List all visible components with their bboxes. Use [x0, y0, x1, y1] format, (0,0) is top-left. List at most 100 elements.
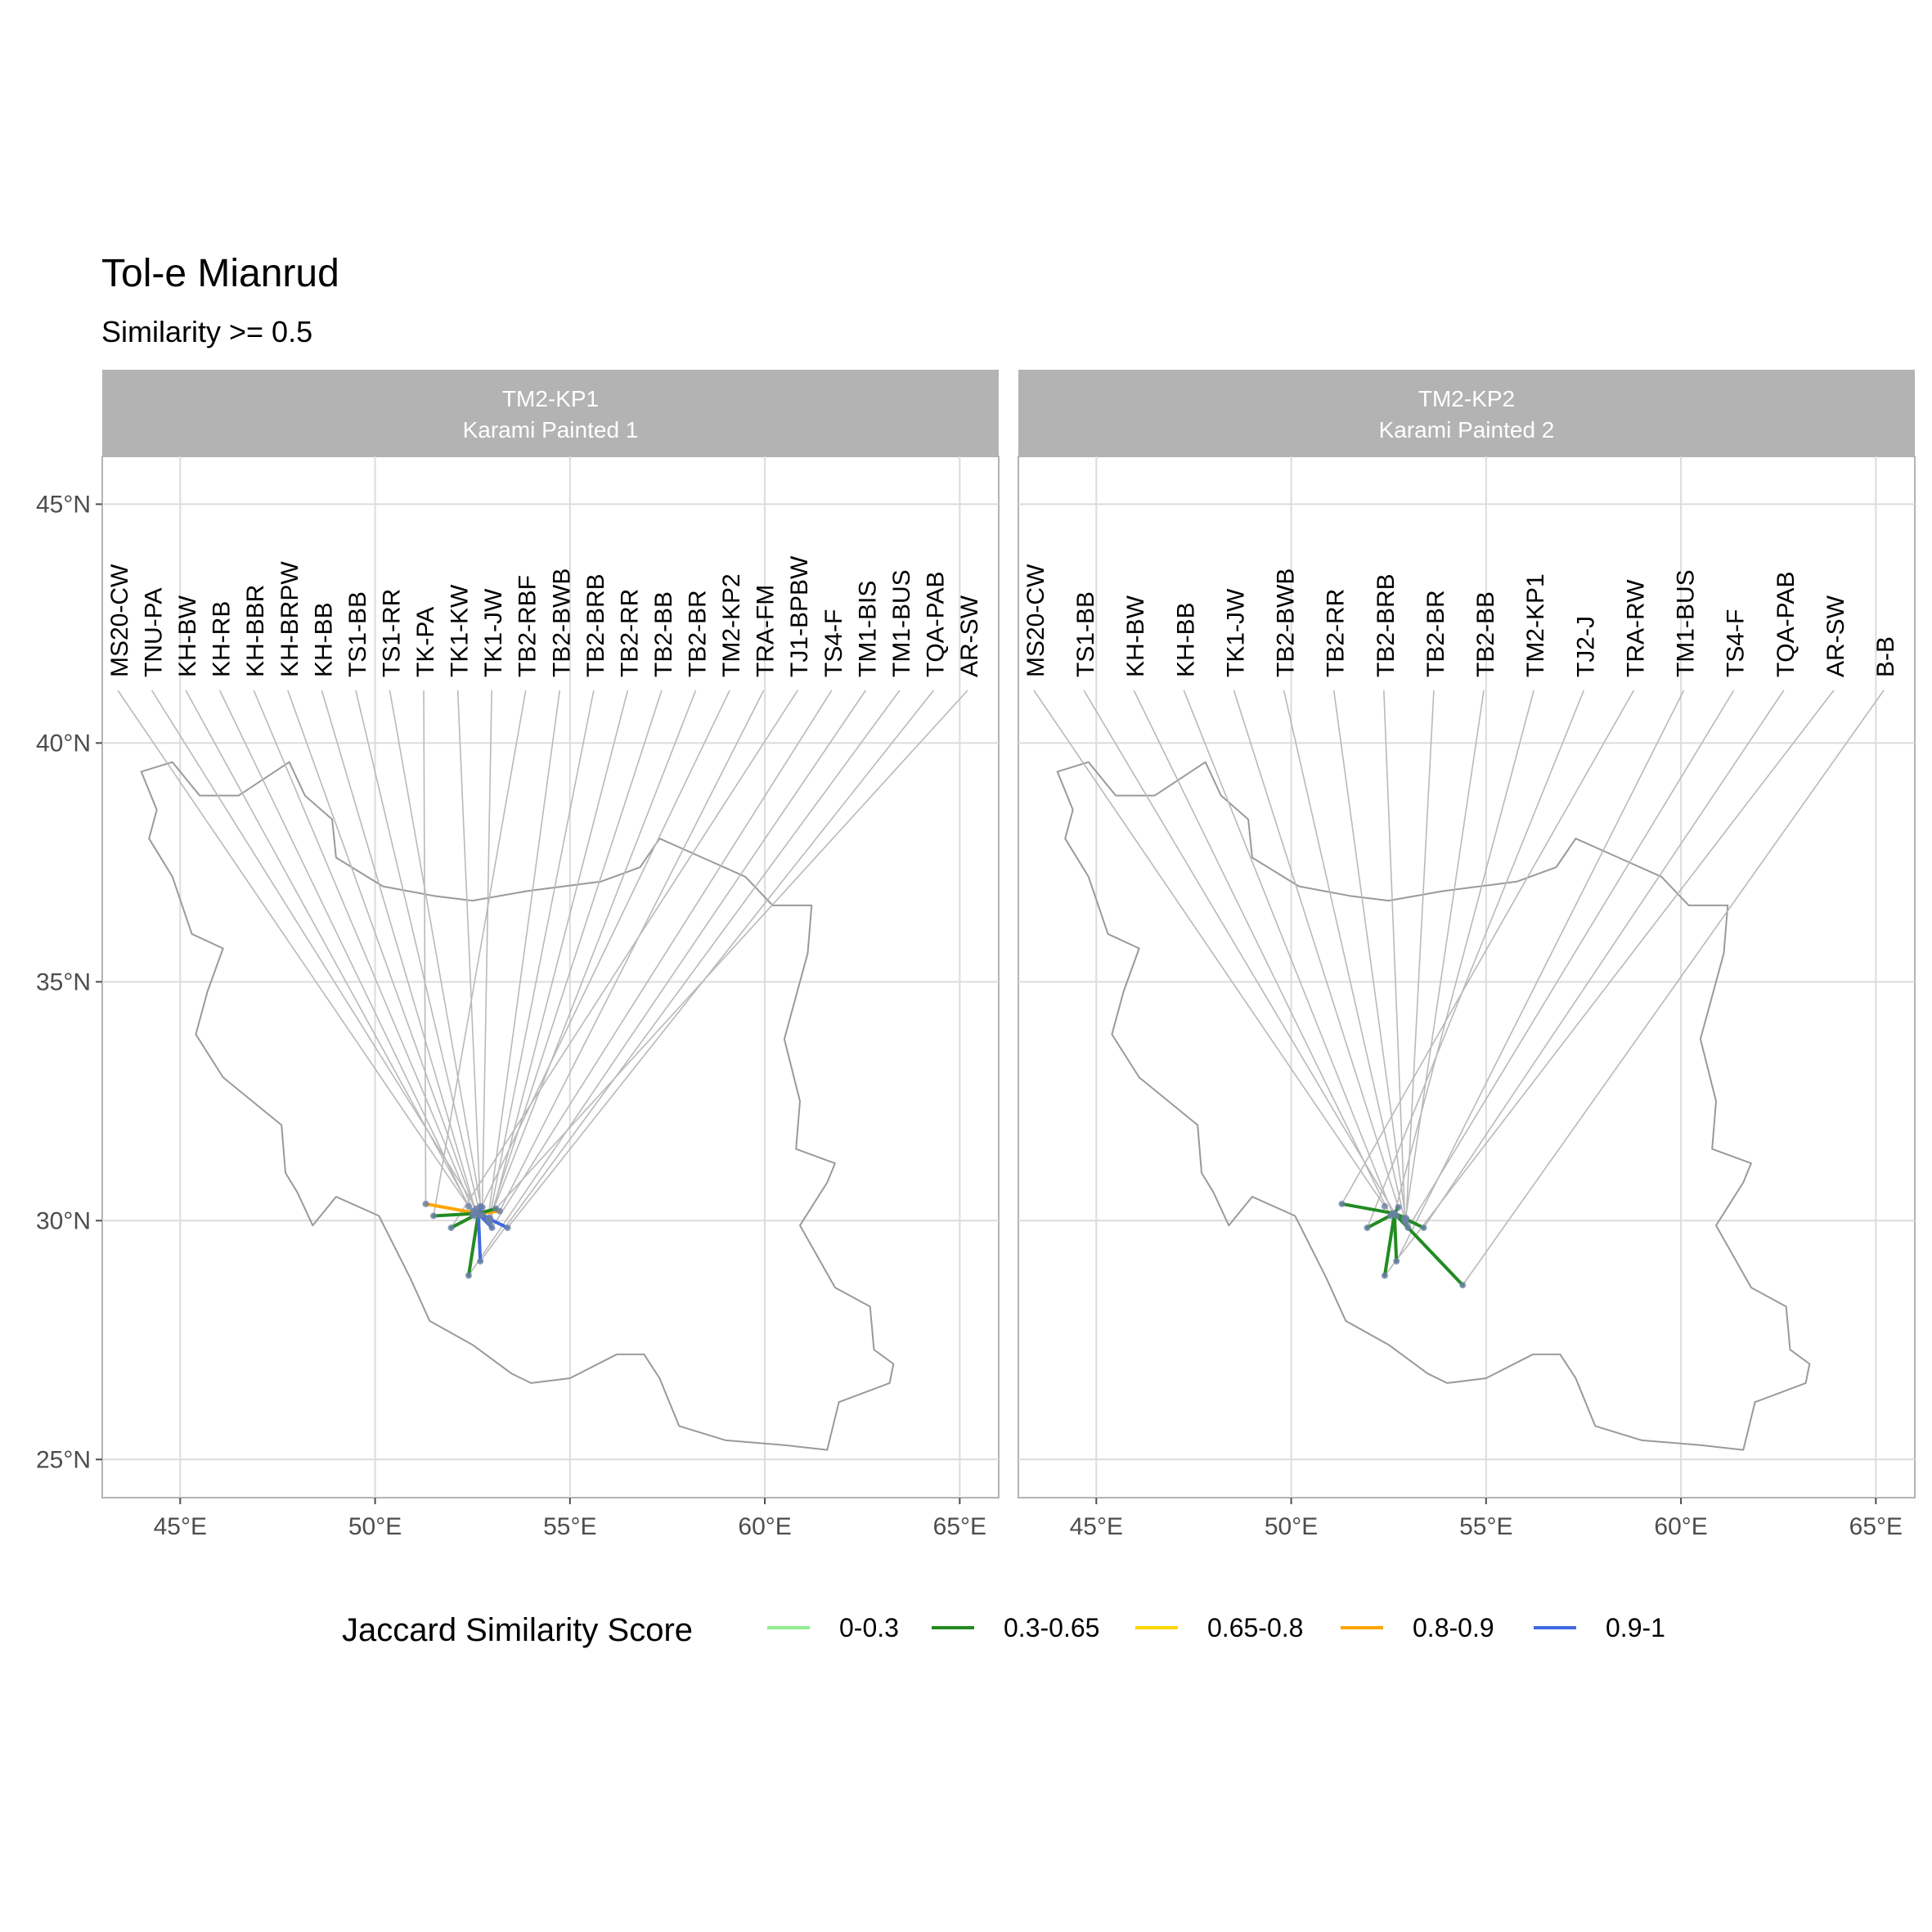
site-point [1391, 1210, 1398, 1217]
site-label: TRA-FM [753, 585, 780, 677]
site-label: TB2-RR [1323, 589, 1350, 677]
facet-strip [102, 370, 999, 456]
site-label: TK1-KW [447, 584, 474, 677]
site-label: TS4-F [1723, 609, 1750, 677]
site-label: KH-BB [310, 602, 337, 677]
site-label: TB2-BR [1422, 590, 1449, 677]
site-label: TM1-BUS [888, 569, 915, 677]
site-point [492, 1205, 500, 1212]
site-point [504, 1224, 511, 1232]
site-label: KH-RB [209, 601, 236, 677]
site-point [1338, 1200, 1346, 1207]
leader-line [321, 690, 478, 1214]
site-point [465, 1202, 472, 1210]
country-outline [140, 761, 895, 1451]
site-label: TK1-JW [480, 588, 507, 677]
site-label: TB2-BWB [1273, 568, 1300, 677]
x-tick-label: 65°E [1849, 1513, 1903, 1540]
leader-line [456, 690, 482, 1206]
site-label: TB2-BRB [582, 573, 609, 677]
leader-line [1083, 690, 1397, 1216]
leader-line [218, 690, 474, 1215]
y-tick-label: 30°N [36, 1207, 91, 1234]
leader-line [117, 690, 470, 1207]
site-point [1393, 1257, 1400, 1265]
facet-panel-tm2-kp1: TM2-KP1 Karami Painted 1 MS20-CW TNU-PA KH… [36, 370, 1000, 1540]
site-label: TS1-BB [344, 591, 371, 677]
leader-line [151, 690, 478, 1210]
leader-line [1394, 690, 1534, 1214]
site-point [477, 1257, 484, 1265]
leader-line [1422, 690, 1785, 1229]
leader-line [1366, 690, 1585, 1229]
site-label: TQA-PAB [1772, 572, 1799, 677]
leader-line [489, 690, 629, 1224]
site-point [1381, 1272, 1388, 1279]
site-label: KH-BRPW [276, 561, 303, 677]
facet-strip-id: TM2-KP2 [1418, 386, 1515, 411]
leader-line [1407, 690, 1735, 1229]
site-point [430, 1212, 438, 1220]
facet-strip [1018, 370, 1915, 456]
map-panel [101, 456, 1000, 1498]
site-point [422, 1200, 429, 1207]
leader-line [1383, 690, 1406, 1221]
site-label: KH-BW [1122, 595, 1149, 677]
site-point [1364, 1224, 1371, 1232]
site-label: AR-SW [956, 595, 983, 677]
site-point [1402, 1216, 1409, 1224]
leader-line [1384, 690, 1835, 1276]
legend-label: 0.65-0.8 [1207, 1613, 1303, 1642]
leader-line [1341, 690, 1635, 1205]
site-point [487, 1215, 494, 1222]
x-tick-label: 55°E [543, 1513, 596, 1540]
leader-line [287, 690, 477, 1213]
site-point [479, 1203, 486, 1211]
leader-line [1395, 690, 1685, 1262]
site-label: AR-SW [1822, 595, 1849, 677]
similarity-edge [424, 1202, 480, 1215]
site-point [1381, 1202, 1388, 1210]
leader-line [487, 690, 595, 1221]
site-label: TB2-BB [650, 591, 677, 677]
x-tick-label: 50°E [348, 1513, 402, 1540]
site-point [447, 1224, 455, 1232]
site-label: TB2-RBF [514, 575, 541, 677]
similarity-edge [476, 1211, 483, 1263]
facet-strip-name: Karami Painted 2 [1379, 417, 1555, 443]
site-point [1420, 1224, 1427, 1232]
site-point [1459, 1282, 1467, 1289]
legend-title: Jaccard Similarity Score [342, 1612, 693, 1648]
similarity-edge [1382, 1211, 1396, 1278]
x-tick-label: 45°E [154, 1513, 207, 1540]
site-label: TK-PA [412, 607, 439, 677]
leader-line [389, 690, 483, 1215]
facet-panel-tm2-kp2: TM2-KP2 Karami Painted 2 MS20-CW TS1-BB KH… [1018, 370, 1916, 1540]
site-label: TB2-BWB [548, 568, 575, 677]
facet-strip-id: TM2-KP1 [502, 386, 599, 411]
leader-line [355, 690, 482, 1216]
x-tick-label: 55°E [1459, 1513, 1512, 1540]
leader-line [1133, 690, 1391, 1216]
site-point [1404, 1224, 1412, 1232]
site-point [488, 1224, 496, 1232]
site-label: B-B [1872, 636, 1899, 677]
leader-line [491, 690, 833, 1229]
site-label: TQA-PAB [922, 572, 949, 677]
x-tick-label: 65°E [933, 1513, 986, 1540]
leader-line [253, 690, 474, 1211]
site-point [474, 1210, 482, 1217]
site-label: TM2-KP2 [718, 573, 745, 677]
country-outline [1056, 761, 1811, 1451]
legend: Jaccard Similarity Score 0-0.3 0.3-0.65 0.… [342, 1612, 1665, 1648]
site-label: TRA-RW [1622, 579, 1649, 677]
leader-line [1462, 690, 1885, 1286]
leader-line [499, 690, 765, 1211]
site-label: TB2-RR [616, 589, 643, 677]
site-label: TB2-BR [685, 590, 712, 677]
plot-subtitle: Similarity >= 0.5 [101, 315, 312, 348]
leader-line [489, 690, 697, 1219]
leader-line [1233, 690, 1400, 1208]
site-label: MS20-CW [106, 564, 133, 677]
site-label: TS4-F [820, 609, 847, 677]
